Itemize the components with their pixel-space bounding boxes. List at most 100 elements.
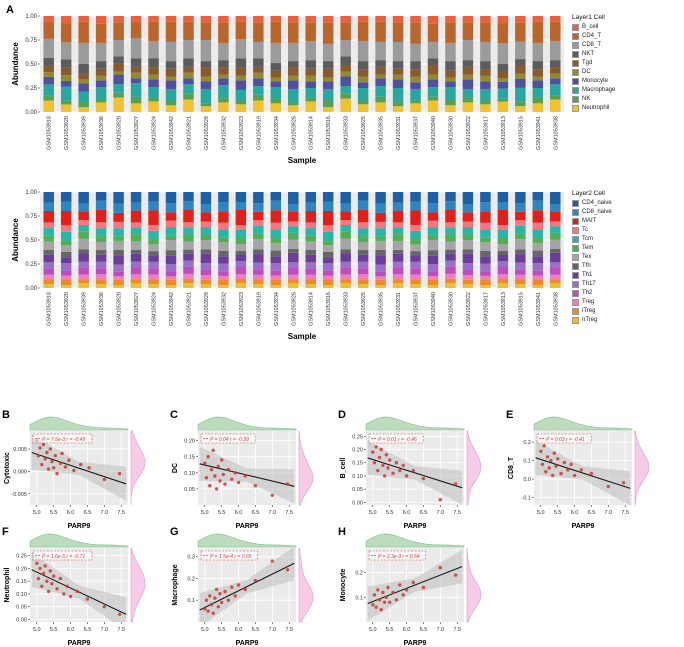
bar-segment bbox=[148, 230, 159, 239]
y-axis-label: Monocyte bbox=[340, 569, 347, 602]
y-tick-label: 0.20 bbox=[16, 566, 27, 572]
bar-segment bbox=[60, 75, 72, 81]
bar-segment bbox=[375, 41, 386, 61]
data-point bbox=[606, 484, 610, 489]
bar-segment bbox=[410, 261, 421, 269]
bar-segment bbox=[480, 202, 491, 212]
data-point bbox=[285, 568, 290, 572]
bar-segment bbox=[410, 103, 421, 112]
bar-segment bbox=[357, 16, 369, 22]
bar-segment bbox=[218, 102, 229, 112]
bar-segment bbox=[253, 279, 264, 285]
bar-segment bbox=[183, 278, 194, 283]
bar-segment bbox=[462, 74, 474, 80]
bar-segment bbox=[130, 253, 142, 262]
bar-segment bbox=[375, 221, 386, 229]
data-point bbox=[209, 602, 214, 607]
legend-label: CD4_naive bbox=[582, 200, 612, 206]
bar-segment bbox=[497, 71, 509, 79]
data-point bbox=[62, 592, 66, 596]
bar-segment bbox=[375, 279, 386, 286]
bar-segment bbox=[235, 80, 247, 90]
bar-segment bbox=[95, 268, 107, 275]
bar-segment bbox=[357, 200, 369, 210]
stats-text: P = 1.5e-4 r = 0.65 bbox=[210, 554, 252, 560]
bar-segment bbox=[148, 238, 159, 245]
panel-g: G 5.0 5.5 6.0 6.5 7.0 7.5 0.3 0.2 0.1 P = 1.5e-4 … bbox=[170, 526, 336, 647]
data-point bbox=[213, 596, 217, 600]
bar-segment bbox=[130, 261, 142, 268]
bar-segment bbox=[357, 249, 369, 255]
bar-segment bbox=[305, 97, 316, 102]
regression-line bbox=[31, 569, 127, 615]
sample-label: GSM1053941 bbox=[536, 116, 542, 150]
data-point bbox=[204, 598, 209, 602]
bar-segment bbox=[410, 192, 421, 202]
data-point bbox=[209, 467, 214, 472]
bar-segment bbox=[113, 192, 124, 204]
bar-segment bbox=[462, 279, 474, 285]
y-tick-label: -0.1 bbox=[522, 496, 531, 502]
stats-box bbox=[536, 433, 592, 444]
bar-segment bbox=[427, 96, 439, 101]
bar-segment bbox=[322, 107, 334, 112]
legend-label: CD4_T bbox=[582, 33, 602, 39]
bar-segment bbox=[340, 283, 351, 288]
bar-segment bbox=[550, 67, 561, 74]
data-point bbox=[223, 589, 227, 594]
bar-segment bbox=[253, 211, 264, 221]
bar-segment bbox=[497, 101, 509, 112]
bar-segment bbox=[305, 75, 316, 82]
bar-segment bbox=[130, 103, 142, 112]
data-point bbox=[253, 578, 258, 583]
bar-segment bbox=[78, 253, 89, 262]
bar-segment bbox=[322, 43, 334, 62]
bar-segment bbox=[357, 274, 369, 280]
bar-segment bbox=[392, 240, 404, 250]
bar-segment bbox=[43, 235, 54, 242]
bar-segment bbox=[253, 66, 264, 73]
bar-segment bbox=[78, 42, 89, 64]
bar-segment bbox=[445, 222, 456, 228]
legend-item: Treg bbox=[572, 298, 612, 307]
bar-segment bbox=[113, 71, 124, 75]
bar-segment bbox=[550, 232, 561, 240]
legend-swatch bbox=[572, 254, 579, 261]
bar-segment bbox=[532, 42, 544, 62]
legend-item: Tgd bbox=[572, 59, 615, 68]
sample-label: GSM1053916 bbox=[326, 292, 332, 326]
bar-segment bbox=[445, 278, 456, 283]
bar-segment bbox=[375, 240, 386, 250]
bar-segment bbox=[78, 79, 89, 84]
bar-segment bbox=[357, 254, 369, 262]
bar-segment bbox=[515, 78, 526, 88]
sample-label: GSM1053919 bbox=[256, 292, 262, 326]
sample-label: GSM1053913 bbox=[501, 292, 507, 326]
bar-segment bbox=[322, 257, 334, 264]
bar-segment bbox=[427, 212, 439, 221]
bar-segment bbox=[515, 106, 526, 112]
data-point bbox=[371, 603, 375, 607]
bar-segment bbox=[165, 285, 177, 288]
bar-segment bbox=[95, 68, 107, 76]
bar-segment bbox=[200, 240, 212, 250]
bar-segment bbox=[218, 279, 229, 286]
y-tick-label: 0.0 bbox=[523, 477, 531, 483]
sample-label: GSM1053936 bbox=[99, 292, 105, 326]
bar-segment bbox=[183, 58, 194, 67]
bar-segment bbox=[392, 253, 404, 262]
bar-segment bbox=[253, 94, 264, 101]
bar-segment bbox=[357, 192, 369, 201]
y-tick-label: 0.10 bbox=[352, 474, 363, 480]
data-point bbox=[216, 605, 220, 609]
bar-segment bbox=[462, 221, 474, 228]
bar-segment bbox=[235, 39, 247, 59]
bar-segment bbox=[60, 67, 72, 76]
data-point bbox=[63, 465, 68, 469]
bar-segment bbox=[305, 262, 316, 269]
bar-segment bbox=[60, 279, 72, 286]
stats-box bbox=[368, 550, 426, 561]
legend-swatch bbox=[572, 272, 579, 279]
y-tick-label: 1.00 bbox=[25, 14, 37, 20]
bar-segment bbox=[497, 210, 509, 225]
